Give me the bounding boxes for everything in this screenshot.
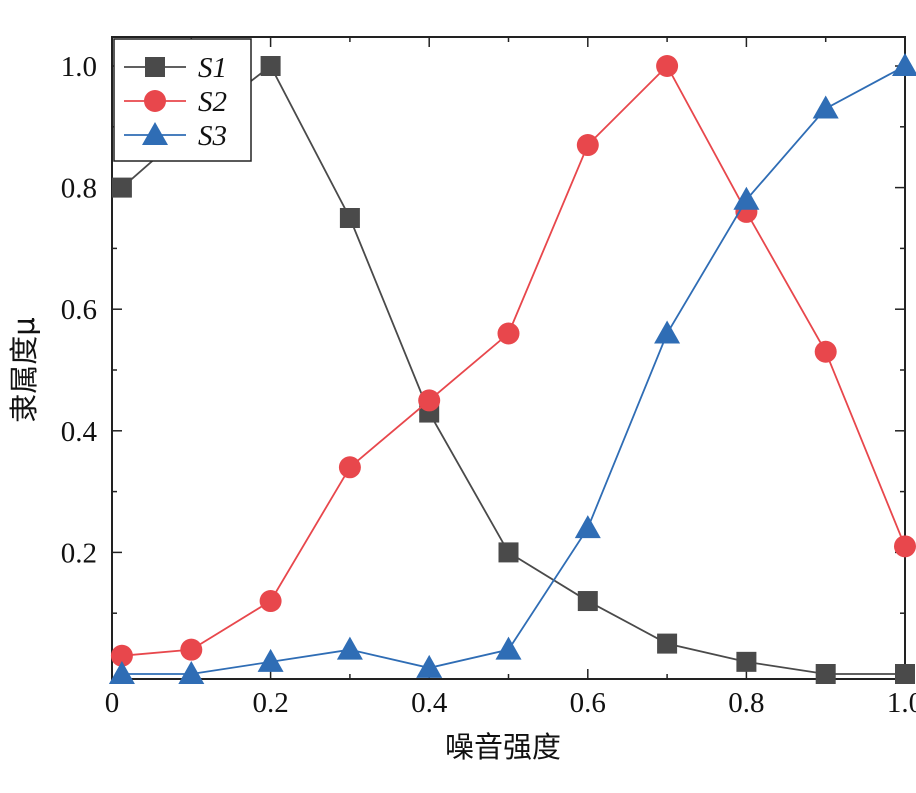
legend-box bbox=[113, 38, 252, 162]
x-tick-label: 0.8 bbox=[728, 687, 764, 719]
x-axis-title: 噪音强度 bbox=[445, 730, 561, 764]
data-point-s2 bbox=[259, 590, 282, 613]
legend-label-s3: S3 bbox=[198, 120, 227, 152]
data-point-s1 bbox=[657, 633, 678, 654]
data-point-s1 bbox=[815, 664, 836, 684]
data-point-s3 bbox=[416, 654, 443, 678]
data-point-s2 bbox=[894, 535, 916, 558]
y-tick-label: 0.6 bbox=[61, 294, 97, 326]
data-point-s1 bbox=[895, 664, 915, 684]
data-point-s3 bbox=[733, 186, 760, 210]
legend-marker-s1 bbox=[145, 57, 165, 77]
data-point-s2 bbox=[110, 644, 133, 667]
y-axis-title: 隶属度μ bbox=[7, 317, 41, 422]
series-layer bbox=[108, 53, 916, 684]
data-point-s2 bbox=[180, 638, 203, 661]
data-point-s2 bbox=[497, 322, 520, 345]
data-point-s2 bbox=[814, 340, 837, 363]
legend-marker-s2 bbox=[144, 90, 166, 112]
data-point-s1 bbox=[498, 542, 519, 563]
data-point-s3 bbox=[178, 661, 205, 684]
data-point-s1 bbox=[339, 208, 360, 228]
data-point-s2 bbox=[338, 456, 361, 479]
data-point-s3 bbox=[892, 53, 916, 76]
data-point-s3 bbox=[495, 636, 522, 660]
y-tick-label: 0.8 bbox=[61, 173, 97, 205]
data-point-s2 bbox=[418, 389, 441, 412]
tick-labels: 0 0.2 0.4 0.6 0.8 1.0 0.2 0.4 0.6 0.8 1.0 bbox=[61, 51, 916, 719]
data-point-s1 bbox=[577, 591, 598, 612]
data-point-s3 bbox=[108, 661, 135, 684]
y-tick-label: 0.4 bbox=[61, 416, 98, 448]
x-tick-label: 0.4 bbox=[411, 687, 448, 719]
data-point-s3 bbox=[812, 95, 839, 119]
data-point-s2 bbox=[576, 134, 599, 157]
series-s3 bbox=[108, 53, 916, 684]
data-point-s3 bbox=[257, 648, 284, 672]
y-tick-label: 1.0 bbox=[61, 51, 97, 83]
legend-label-s2: S2 bbox=[198, 86, 227, 118]
data-point-s3 bbox=[336, 636, 363, 660]
data-point-s3 bbox=[574, 515, 601, 539]
data-point-s1 bbox=[736, 651, 757, 672]
x-tick-label: 0.2 bbox=[252, 687, 288, 719]
data-point-s3 bbox=[654, 320, 681, 344]
data-point-s1 bbox=[260, 56, 281, 76]
legend-label-s1: S1 bbox=[198, 52, 227, 84]
legend-marker-s3 bbox=[142, 122, 168, 145]
x-tick-label: 0.6 bbox=[570, 687, 606, 719]
y-tick-label: 0.2 bbox=[61, 537, 97, 569]
x-tick-label: 0 bbox=[105, 687, 120, 719]
data-point-s2 bbox=[656, 55, 679, 77]
data-point-s1 bbox=[111, 177, 132, 198]
x-tick-label: 1.0 bbox=[887, 687, 916, 719]
